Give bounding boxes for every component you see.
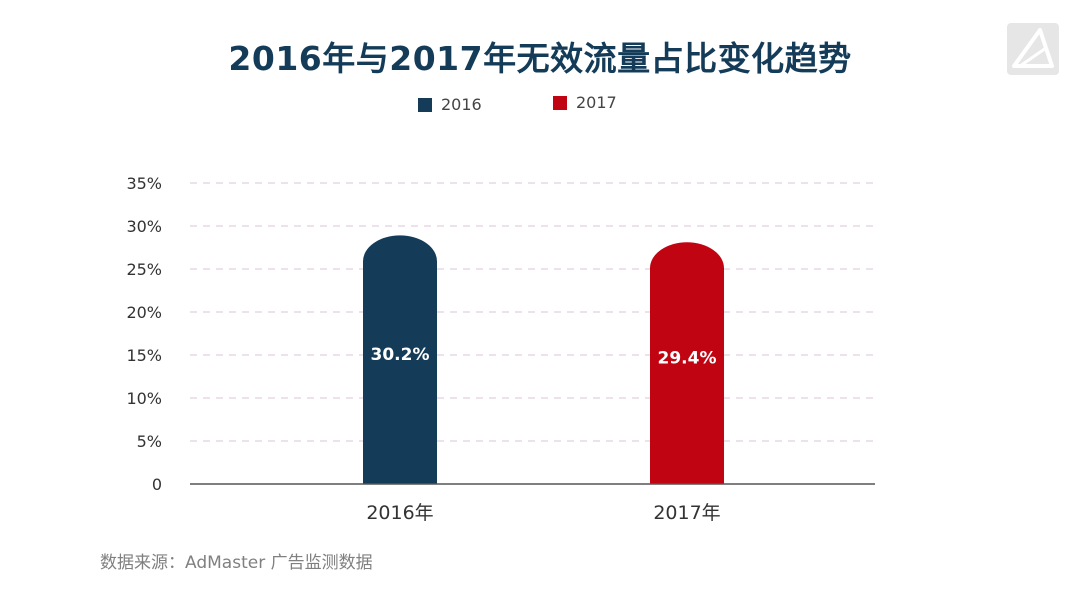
source-note: 数据来源：AdMaster 广告监测数据	[100, 553, 373, 573]
legend-label-2016: 2016	[441, 95, 482, 114]
chart-title: 2016年与2017年无效流量占比变化趋势	[228, 39, 852, 78]
y-tick-label: 0	[152, 475, 162, 494]
y-tick-label: 20%	[126, 303, 162, 322]
bar	[363, 235, 437, 484]
legend-swatch-2016	[418, 97, 432, 112]
data-label: 29.4%	[658, 349, 717, 369]
y-tick-label: 35%	[126, 174, 162, 193]
x-tick-label: 2016年	[366, 502, 433, 524]
y-tick-label: 10%	[126, 389, 162, 408]
y-tick-label: 30%	[126, 217, 162, 236]
data-label: 30.2%	[371, 345, 430, 365]
triangle-logo-icon	[1007, 23, 1059, 75]
legend-label-2017: 2017	[576, 93, 617, 112]
legend-item-2016: 2016	[418, 95, 482, 114]
y-tick-label: 25%	[126, 260, 162, 279]
y-tick-label: 5%	[137, 432, 162, 451]
legend-item-2017: 2017	[553, 93, 617, 112]
y-tick-label: 15%	[126, 346, 162, 365]
legend-swatch-2017	[553, 95, 567, 110]
bar	[650, 242, 724, 484]
x-tick-label: 2017年	[653, 502, 720, 524]
